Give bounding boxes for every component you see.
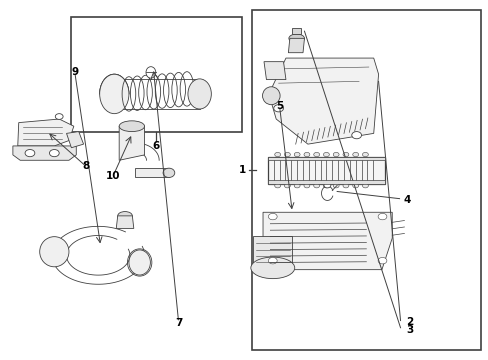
Text: 7: 7: [175, 318, 182, 328]
Ellipse shape: [49, 149, 59, 157]
Ellipse shape: [294, 184, 300, 188]
Polygon shape: [263, 212, 391, 270]
Bar: [251, 10, 480, 350]
Ellipse shape: [304, 184, 309, 188]
Ellipse shape: [262, 87, 280, 105]
Ellipse shape: [323, 184, 329, 188]
Ellipse shape: [313, 152, 319, 157]
Ellipse shape: [313, 184, 319, 188]
Text: 8: 8: [82, 161, 89, 171]
Ellipse shape: [288, 34, 304, 42]
Ellipse shape: [274, 152, 280, 157]
Bar: [267, 157, 384, 160]
Polygon shape: [253, 235, 292, 268]
Text: 10: 10: [105, 171, 120, 181]
Polygon shape: [18, 119, 74, 146]
Ellipse shape: [268, 213, 277, 220]
Ellipse shape: [40, 237, 69, 267]
Ellipse shape: [55, 114, 63, 120]
Text: 6: 6: [152, 141, 159, 151]
Polygon shape: [13, 146, 76, 160]
Ellipse shape: [377, 257, 386, 264]
Polygon shape: [116, 216, 134, 228]
Polygon shape: [291, 28, 300, 34]
Ellipse shape: [323, 152, 329, 157]
Text: 3: 3: [406, 325, 413, 334]
Ellipse shape: [377, 213, 386, 220]
Polygon shape: [268, 58, 378, 144]
Ellipse shape: [352, 184, 358, 188]
Ellipse shape: [268, 257, 277, 264]
Polygon shape: [267, 157, 384, 184]
Ellipse shape: [250, 257, 294, 279]
Polygon shape: [135, 168, 168, 177]
Ellipse shape: [129, 250, 150, 275]
Ellipse shape: [187, 79, 211, 109]
Ellipse shape: [119, 121, 144, 132]
Polygon shape: [119, 126, 144, 160]
Text: 9: 9: [71, 67, 78, 77]
Ellipse shape: [332, 184, 338, 188]
Text: 1: 1: [238, 165, 245, 175]
Ellipse shape: [324, 183, 330, 188]
Ellipse shape: [332, 152, 338, 157]
Ellipse shape: [304, 152, 309, 157]
Polygon shape: [264, 62, 285, 80]
Ellipse shape: [294, 152, 300, 157]
Ellipse shape: [163, 168, 174, 177]
Ellipse shape: [284, 184, 290, 188]
Ellipse shape: [342, 184, 348, 188]
Ellipse shape: [146, 67, 156, 78]
Ellipse shape: [352, 152, 358, 157]
Ellipse shape: [351, 132, 361, 139]
Ellipse shape: [273, 105, 283, 112]
Ellipse shape: [362, 184, 367, 188]
Ellipse shape: [342, 152, 348, 157]
Ellipse shape: [25, 149, 35, 157]
Ellipse shape: [284, 152, 290, 157]
Ellipse shape: [118, 212, 132, 220]
Ellipse shape: [362, 152, 367, 157]
Polygon shape: [66, 132, 83, 148]
Bar: [71, 17, 242, 132]
Text: 2: 2: [406, 318, 413, 327]
Text: 5: 5: [275, 102, 283, 112]
Ellipse shape: [100, 74, 129, 114]
Ellipse shape: [274, 184, 280, 188]
Polygon shape: [288, 39, 304, 53]
Bar: [267, 180, 384, 184]
Text: 4: 4: [403, 195, 410, 206]
